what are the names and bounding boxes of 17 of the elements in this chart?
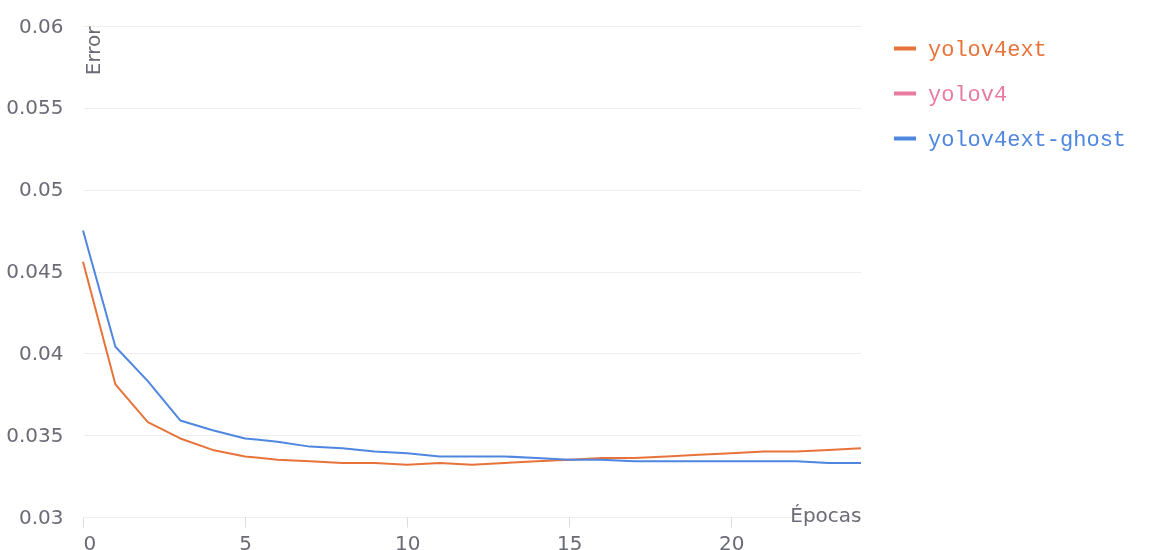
legend-label: yolov4ext — [928, 37, 1047, 63]
legend-label: yolov4 — [928, 82, 1008, 108]
x-tick-label: 10 — [394, 530, 421, 550]
y-tick-label: 0.04 — [18, 340, 64, 365]
x-tick-label: 15 — [557, 530, 583, 550]
y-tick-label: 0.05 — [18, 177, 64, 202]
x-tick-label: 20 — [719, 530, 745, 550]
y-tick-label: 0.035 — [6, 422, 64, 447]
y-axis-title: Error — [80, 25, 105, 76]
y-tick-label: 0.055 — [6, 95, 64, 120]
y-tick-label: 0.045 — [6, 259, 64, 283]
x-tick-label: 5 — [239, 530, 252, 550]
y-tick-label: 0.06 — [18, 13, 64, 38]
y-tick-label: 0.03 — [18, 504, 64, 529]
x-tick-label: 0 — [83, 530, 97, 550]
legend-label: yolov4ext-ghost — [928, 127, 1127, 153]
x-axis-title: Épocas — [790, 502, 862, 527]
